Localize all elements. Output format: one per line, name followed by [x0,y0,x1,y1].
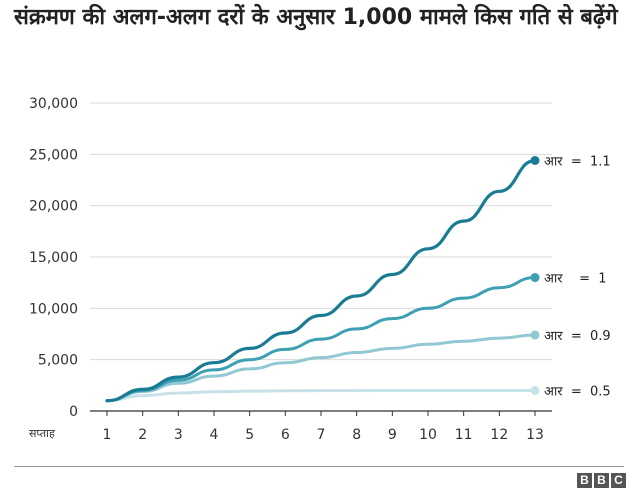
x-tick-label: 4 [210,427,219,443]
bbc-logo-letter: B [594,473,609,488]
series-line [105,276,537,403]
y-tick-label: 5,000 [38,353,78,369]
series-labels: आर = 0.5 आर = 0.9 आर = 1 आर = 1.1 [544,154,611,399]
x-tick-label: 6 [281,427,290,443]
x-tick-label: 3 [174,427,183,443]
y-axis-tick-labels: 0 5,000 10,000 15,000 20,000 25,000 30,000 [29,96,78,420]
series-line [105,158,537,403]
y-tick-label: 30,000 [29,96,78,112]
series-label: आर = 0.5 [544,384,611,399]
y-tick-label: 15,000 [29,250,78,266]
y-tick-label: 25,000 [29,147,78,163]
x-axis-label: सप्ताह [29,427,55,440]
x-tick-label: 5 [245,427,254,443]
x-tick-label: 11 [455,427,473,443]
series-label: आर = 0.9 [544,329,611,344]
bbc-logo-letter: C [611,473,626,488]
x-tick-label: 13 [526,427,544,443]
x-tick-label: 9 [388,427,397,443]
series-end-point [530,155,540,165]
series-end-point [530,385,540,395]
series-label: आर = 1 [544,272,607,287]
y-tick-label: 20,000 [29,199,78,215]
x-tick-label: 12 [490,427,508,443]
series-end-point [530,273,540,283]
series-end-point [530,330,540,340]
x-axis-tick-labels: 1 2 3 4 5 6 7 8 9 10 11 12 13 [103,411,544,443]
grid-lines [90,102,552,412]
series-lines [105,155,540,403]
x-tick-label: 8 [352,427,361,443]
x-tick-label: 1 [103,427,112,443]
series-label: आर = 1.1 [544,154,611,169]
bbc-logo: B B C [577,473,626,488]
x-tick-label: 7 [317,427,326,443]
bbc-logo-letter: B [577,473,592,488]
x-tick-label: 2 [138,427,147,443]
y-tick-label: 10,000 [29,301,78,317]
chart-title: संक्रमण की अलग-अलग दरों के अनुसार 1,000 … [14,5,618,30]
x-tick-label: 10 [419,427,437,443]
y-tick-label: 0 [69,404,78,420]
series-line [105,333,537,403]
series-line [105,389,537,403]
bottom-divider [14,466,624,467]
